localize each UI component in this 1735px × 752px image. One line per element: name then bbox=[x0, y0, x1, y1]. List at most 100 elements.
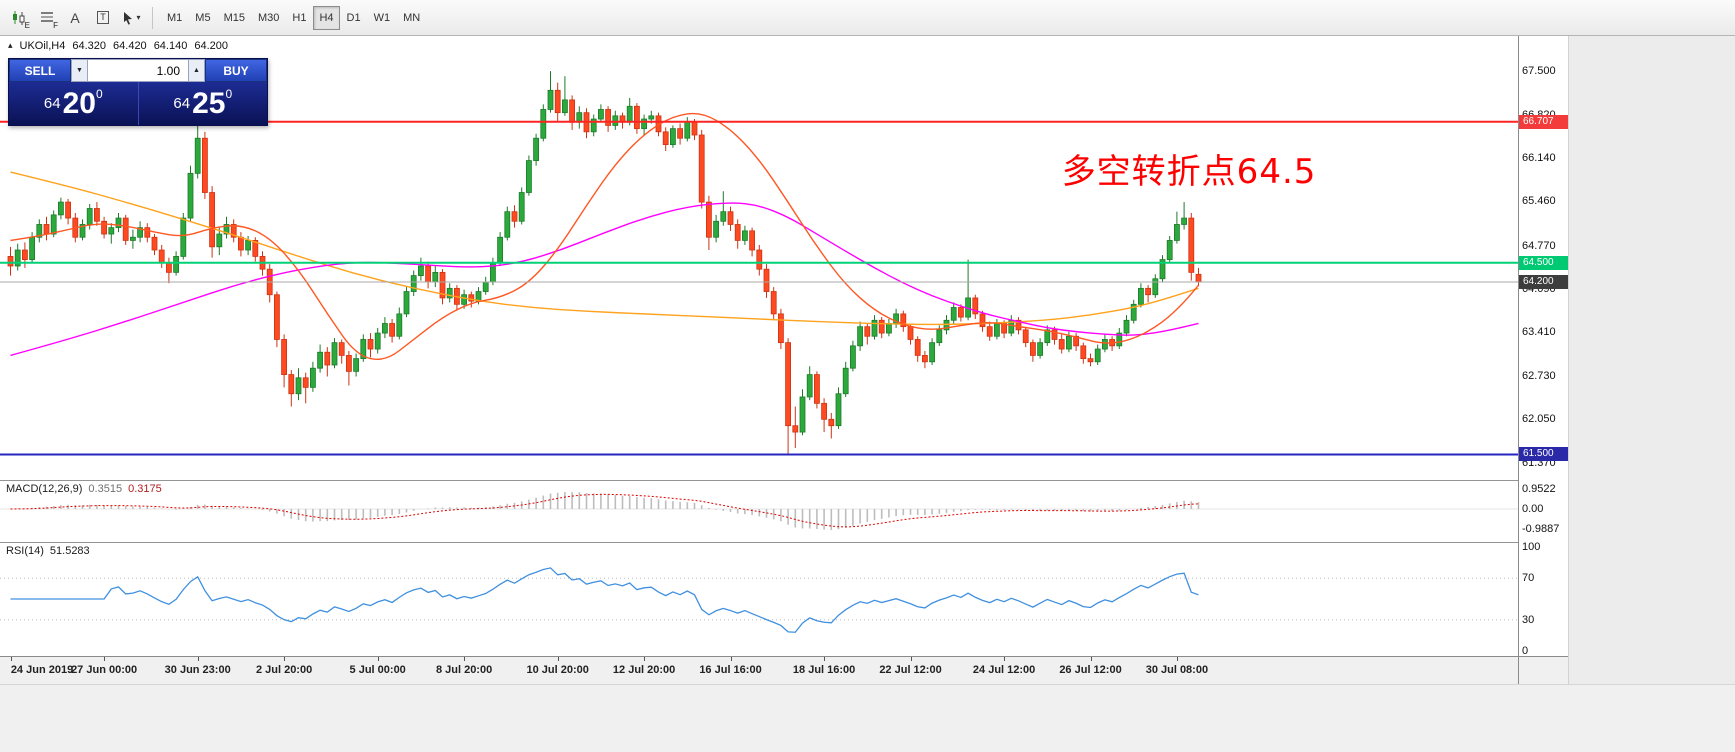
rsi-axis-label: 30 bbox=[1522, 613, 1535, 626]
chart-style-icon[interactable]: E bbox=[6, 5, 32, 31]
time-label: 5 Jul 00:00 bbox=[349, 664, 406, 676]
symbol-label: UKOil,H4 bbox=[19, 40, 66, 52]
price-tick-label: 66.140 bbox=[1522, 152, 1556, 165]
trade-controls-row: SELL ▼ 1.00 ▲ BUY bbox=[9, 59, 267, 82]
macd-chart[interactable] bbox=[0, 481, 1518, 542]
price-panel[interactable]: ▴ UKOil,H4 64.320 64.420 64.140 64.200 S… bbox=[0, 36, 1518, 481]
price-axis[interactable]: 67.50066.82066.14065.46064.77064.09063.4… bbox=[1518, 36, 1568, 657]
macd-label: MACD(12,26,9) 0.3515 0.3175 bbox=[6, 483, 162, 495]
timeframe-group: M1 M5 M15 M30 H1 H4 D1 W1 MN bbox=[161, 5, 426, 30]
price-tick-label: 63.410 bbox=[1522, 326, 1556, 339]
macd-axis-label: -0.9887 bbox=[1522, 523, 1560, 535]
time-label: 30 Jun 23:00 bbox=[164, 664, 231, 676]
trade-prices-row: 64 20 0 64 25 0 bbox=[9, 82, 267, 125]
time-tick bbox=[464, 657, 466, 661]
buy-price-point: 0 bbox=[225, 87, 233, 101]
text-annotation-icon[interactable]: A bbox=[62, 5, 88, 31]
time-label: 30 Jul 08:00 bbox=[1145, 664, 1209, 676]
rsi-chart[interactable] bbox=[0, 543, 1518, 656]
buy-price-big: 25 bbox=[192, 86, 226, 120]
rsi-axis-label: 100 bbox=[1522, 541, 1541, 553]
rsi-value: 51.5283 bbox=[49, 545, 90, 557]
macd-axis-label: 0.9522 bbox=[1522, 483, 1556, 495]
time-tick bbox=[10, 657, 12, 661]
cursor-tool-icon[interactable]: ▾ bbox=[118, 5, 144, 31]
toolbar-separator bbox=[152, 6, 153, 29]
price-chart[interactable] bbox=[0, 36, 1518, 480]
volume-input[interactable]: 1.00 bbox=[88, 59, 188, 82]
text-frame-icon[interactable]: T bbox=[90, 5, 116, 31]
sell-price-big: 20 bbox=[62, 86, 96, 120]
time-tick bbox=[377, 657, 379, 661]
timeframe-button-m1[interactable]: M1 bbox=[161, 6, 188, 30]
time-label: 16 Jul 16:00 bbox=[699, 664, 762, 676]
timeframe-button-m15[interactable]: M15 bbox=[218, 6, 251, 30]
time-label: 27 Jun 00:00 bbox=[71, 664, 138, 676]
timeframe-button-m5[interactable]: M5 bbox=[189, 6, 216, 30]
price-tag-64.200: 64.200 bbox=[1519, 274, 1568, 289]
letter-a-glyph: A bbox=[70, 9, 80, 26]
timeframe-button-h1[interactable]: H1 bbox=[286, 6, 312, 30]
buy-price-display[interactable]: 64 25 0 bbox=[137, 82, 268, 125]
ma-slow-orange bbox=[10, 171, 1199, 326]
ohlc-open: 64.320 bbox=[72, 40, 107, 52]
rsi-panel[interactable]: RSI(14) 51.5283 bbox=[0, 543, 1518, 656]
price-tag-66.707: 66.707 bbox=[1519, 114, 1568, 129]
time-label: 22 Jul 12:00 bbox=[879, 664, 942, 676]
volume-decrease-button[interactable]: ▼ bbox=[71, 59, 88, 82]
price-tick-label: 64.770 bbox=[1522, 239, 1556, 252]
collapse-arrow-icon[interactable]: ▴ bbox=[8, 40, 13, 50]
lines-style-icon[interactable]: F bbox=[34, 5, 60, 31]
toolbar: E F A T ▾ M1 M5 M15 M30 H1 H4 D1 W1 MN bbox=[0, 0, 1735, 36]
lines-glyph bbox=[41, 11, 53, 22]
time-label: 24 Jun 2019 bbox=[10, 664, 74, 676]
rsi-axis-label: 70 bbox=[1522, 572, 1535, 585]
macd-name: MACD(12,26,9) bbox=[6, 483, 83, 495]
time-tick bbox=[557, 657, 559, 661]
time-label: 8 Jul 20:00 bbox=[435, 664, 493, 676]
one-click-trade-panel: SELL ▼ 1.00 ▲ BUY 64 20 0 64 bbox=[8, 58, 268, 126]
sell-price-prefix: 64 bbox=[43, 95, 61, 112]
chart-annotation-text: 多空转折点64.5 bbox=[1061, 151, 1317, 192]
timeframe-button-mn[interactable]: MN bbox=[397, 6, 426, 30]
time-tick bbox=[824, 657, 826, 661]
macd-panel[interactable]: MACD(12,26,9) 0.3515 0.3175 bbox=[0, 481, 1518, 543]
rsi-name: RSI(14) bbox=[6, 545, 44, 557]
chart-column: ▴ UKOil,H4 64.320 64.420 64.140 64.200 S… bbox=[0, 36, 1518, 684]
ma-mid-magenta bbox=[10, 202, 1199, 357]
lines-icon-sub-label: F bbox=[53, 20, 58, 30]
chevron-down-icon: ▾ bbox=[136, 13, 141, 22]
price-axis-column: 67.50066.82066.14065.46064.77064.09063.4… bbox=[1518, 36, 1568, 684]
price-tag-64.500: 64.500 bbox=[1519, 255, 1568, 270]
macd-axis-label: 0.00 bbox=[1522, 503, 1544, 515]
ohlc-high: 64.420 bbox=[113, 40, 147, 52]
cursor-arrow-glyph bbox=[124, 11, 133, 25]
macd-value-main: 0.3515 bbox=[88, 483, 123, 495]
sell-price-display[interactable]: 64 20 0 bbox=[9, 82, 138, 125]
time-tick bbox=[1004, 657, 1006, 661]
buy-price-prefix: 64 bbox=[173, 95, 191, 112]
time-tick bbox=[284, 657, 286, 661]
axis-bottom-corner bbox=[1518, 656, 1568, 684]
time-axis[interactable]: 24 Jun 2019 27 Jun 00:00 30 Jun 23:00 2 Jul… bbox=[0, 656, 1518, 684]
ohlc-low: 64.140 bbox=[153, 40, 188, 52]
time-tick bbox=[104, 657, 106, 661]
buy-button[interactable]: BUY bbox=[205, 59, 267, 82]
sell-price-point: 0 bbox=[95, 87, 103, 101]
timeframe-button-h4[interactable]: H4 bbox=[313, 5, 340, 30]
time-label: 12 Jul 20:00 bbox=[612, 664, 676, 676]
time-tick bbox=[730, 657, 732, 661]
price-tick-label: 67.500 bbox=[1522, 65, 1556, 78]
sell-button[interactable]: SELL bbox=[9, 59, 71, 82]
ohlc-close: 64.200 bbox=[194, 40, 228, 52]
macd-value-signal: 0.3175 bbox=[128, 483, 162, 495]
volume-increase-button[interactable]: ▲ bbox=[188, 59, 205, 82]
time-label: 10 Jul 20:00 bbox=[526, 664, 589, 676]
price-tick-label: 62.050 bbox=[1522, 413, 1556, 426]
symbol-header: ▴ UKOil,H4 64.320 64.420 64.140 64.200 bbox=[8, 40, 228, 52]
price-tick-label: 62.730 bbox=[1522, 369, 1556, 382]
timeframe-button-m30[interactable]: M30 bbox=[252, 6, 285, 30]
timeframe-button-w1[interactable]: W1 bbox=[368, 6, 397, 30]
timeframe-button-d1[interactable]: D1 bbox=[341, 6, 367, 30]
